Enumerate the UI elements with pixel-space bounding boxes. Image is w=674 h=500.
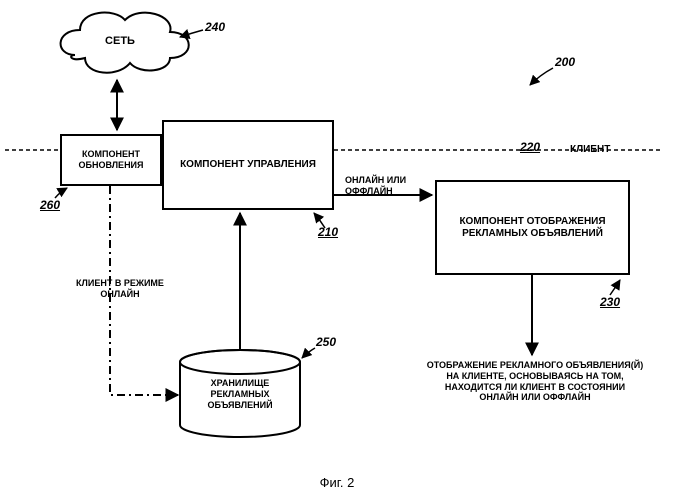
figure-caption: Фиг. 2 [0,475,674,490]
bottom-description: ОТОБРАЖЕНИЕ РЕКЛАМНОГО ОБЪЯВЛЕНИЯ(Й) НА … [425,360,645,403]
display-component-box: КОМПОНЕНТ ОТОБРАЖЕНИЯ РЕКЛАМНЫХ ОБЪЯВЛЕН… [435,180,630,275]
control-component-box: КОМПОНЕНТ УПРАВЛЕНИЯ [162,120,334,210]
store-label: ХРАНИЛИЩЕ РЕКЛАМНЫХ ОБЪЯВЛЕНИЙ [180,378,300,410]
client-label: КЛИЕНТ [570,144,610,156]
client-online-label: КЛИЕНТ В РЕЖИМЕ ОНЛАЙН [65,278,175,300]
ref-220: 220 [520,140,540,154]
cloud-label: СЕТЬ [55,35,185,48]
ref-240: 240 [205,20,225,34]
update-component-box: КОМПОНЕНТ ОБНОВЛЕНИЯ [60,134,162,186]
ref-210: 210 [318,225,338,239]
ref-250: 250 [316,335,336,349]
online-offline-label: ОНЛАЙН ИЛИ ОФФЛАЙН [345,175,415,197]
ref-200: 200 [555,55,575,69]
ref-260: 260 [40,198,60,212]
ref-230: 230 [600,295,620,309]
